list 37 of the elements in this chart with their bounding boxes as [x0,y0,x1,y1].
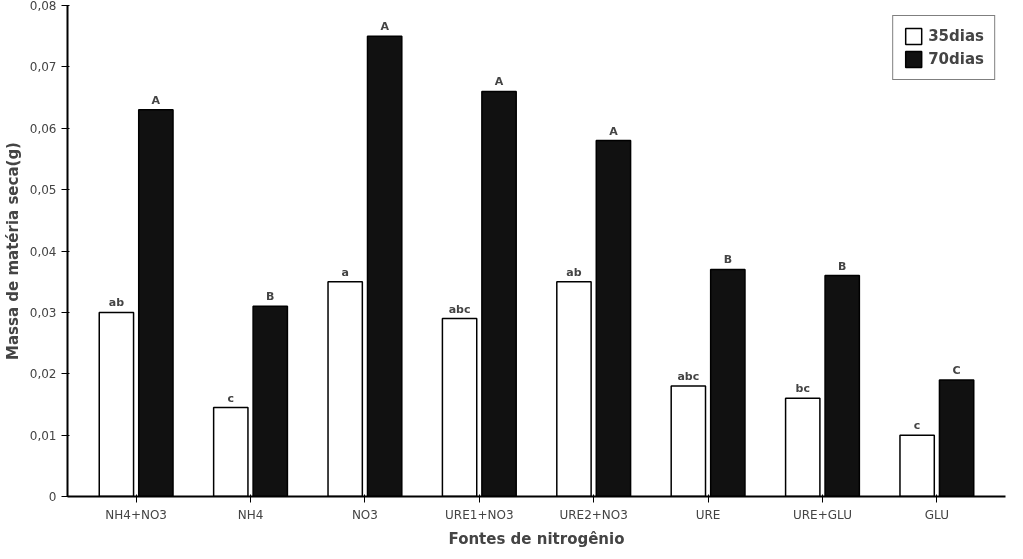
annotation: A [609,124,619,138]
annotation: c [913,419,921,433]
y-tick-label: 0,02 [29,367,57,382]
annotation: A [494,75,504,89]
annotation: B [838,259,847,273]
x-tick-label: URE [695,507,721,522]
y-tick-label: 0,06 [29,121,57,136]
annotation: ab [566,265,582,279]
x-tick-label: URE+GLU [793,507,852,522]
x-tick-label: URE2+NO3 [559,507,628,522]
y-tick-label: 0,08 [29,0,57,13]
annotation: B [266,290,275,304]
legend-label: 35dias [928,27,984,45]
y-tick-label: 0,05 [29,183,57,198]
y-tick-label: 0,01 [29,428,57,443]
y-axis-title: Massa de matéria seca(g) [3,142,22,360]
y-tick-label: 0,03 [29,305,57,320]
legend-label: 70dias [928,50,984,68]
annotation: A [380,20,390,34]
annotation: C [952,363,961,377]
annotation: bc [795,382,810,396]
y-tick-label: 0,04 [29,244,57,259]
annotation: a [341,265,349,279]
x-tick-label: NO3 [351,507,378,522]
y-tick-label: 0,07 [29,60,57,75]
x-tick-label: URE1+NO3 [445,507,514,522]
annotation: B [723,253,733,267]
x-axis-title: Fontes de nitrogênio [448,529,625,548]
annotation: c [227,391,235,405]
annotation: abc [448,302,471,316]
x-tick-label: NH4 [237,507,264,522]
annotation: A [151,93,161,107]
annotation: ab [108,296,125,310]
y-tick-label: 0 [48,490,57,504]
x-tick-label: GLU [924,507,949,522]
x-tick-label: NH4+NO3 [105,507,168,522]
annotation: abc [677,370,700,384]
